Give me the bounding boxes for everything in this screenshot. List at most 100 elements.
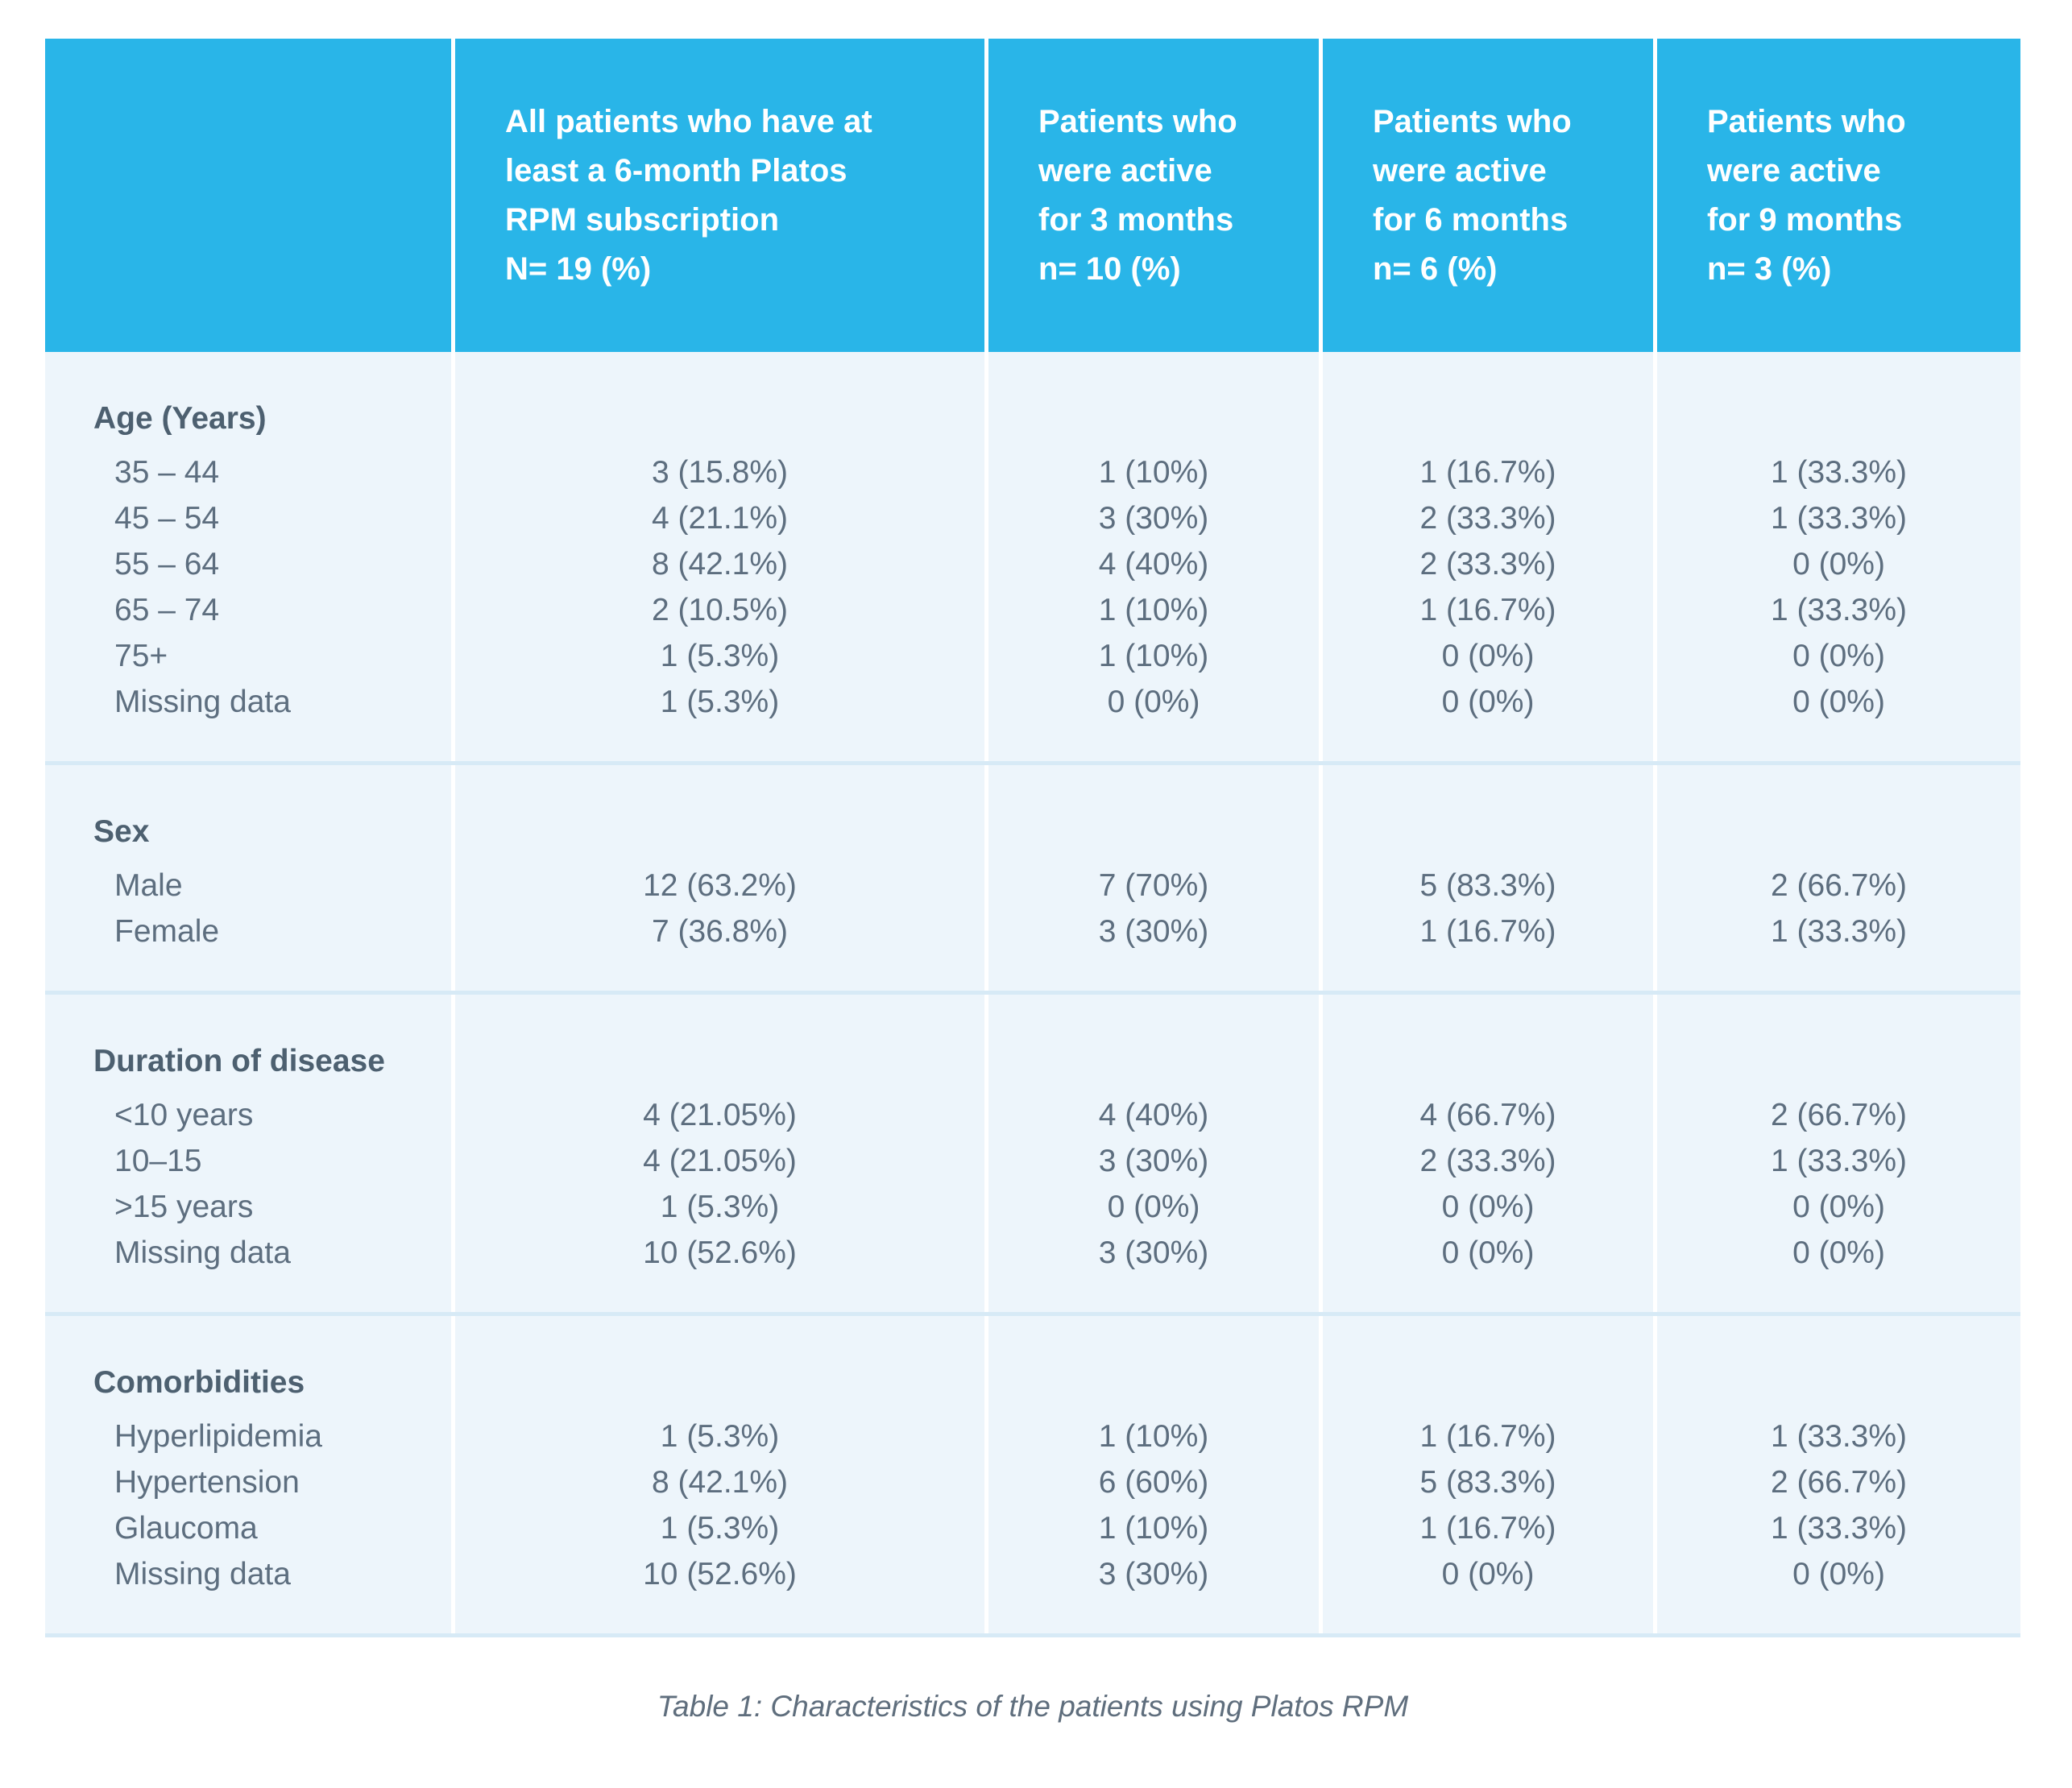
spacer xyxy=(988,809,1319,863)
section-divider xyxy=(45,761,2020,765)
cell-value: 2 (66.7%) xyxy=(1770,1098,1908,1132)
row-label: 75+ xyxy=(114,639,168,673)
cell-value: 1 (33.3%) xyxy=(1770,501,1908,536)
row-label: Female xyxy=(114,914,220,949)
cell-value: 2 (33.3%) xyxy=(1419,501,1556,536)
section-title: Age (Years) xyxy=(93,401,267,436)
cell-value: 0 (0%) xyxy=(1792,1190,1885,1224)
header-cell-active-6-months: Patients who were active for 6 months n=… xyxy=(1319,39,1653,352)
cell-value: 0 (0%) xyxy=(1441,685,1535,719)
spacer xyxy=(1323,1360,1653,1413)
row-label: Hyperlipidemia xyxy=(114,1419,322,1454)
cell-value: 2 (33.3%) xyxy=(1419,547,1556,582)
cell-value: 3 (15.8%) xyxy=(651,455,789,490)
cell-value: 4 (40%) xyxy=(1098,547,1209,582)
value-column-subscription: 1 (5.3%) 8 (42.1%) 1 (5.3%) 10 (52.6%) xyxy=(451,1316,984,1633)
row-label: Missing data xyxy=(114,1235,291,1270)
value-column-3-months: 1 (10%) 6 (60%) 1 (10%) 3 (30%) xyxy=(984,1316,1319,1633)
cell-value: 1 (33.3%) xyxy=(1770,1419,1908,1454)
spacer xyxy=(1323,395,1653,449)
cell-value: 12 (63.2%) xyxy=(643,868,797,903)
header-line: n= 6 (%) xyxy=(1373,250,1498,287)
value-column-3-months: 1 (10%) 3 (30%) 4 (40%) 1 (10%) 1 (10%) … xyxy=(984,352,1319,761)
cell-value: 2 (66.7%) xyxy=(1770,868,1908,903)
header-line: Patients who xyxy=(1707,103,1906,139)
row-label: Hypertension xyxy=(114,1465,300,1500)
header-line: least a 6-month Platos xyxy=(505,152,847,188)
table-caption: Table 1: Characteristics of the patients… xyxy=(657,1690,1409,1723)
row-label: >15 years xyxy=(114,1190,254,1224)
value-column-subscription: 4 (21.05%) 4 (21.05%) 1 (5.3%) 10 (52.6%… xyxy=(451,995,984,1312)
header-cell-active-3-months: Patients who were active for 3 months n=… xyxy=(984,39,1319,352)
cell-value: 3 (30%) xyxy=(1098,1235,1209,1270)
header-line: Patients who xyxy=(1038,103,1237,139)
cell-value: 7 (36.8%) xyxy=(651,914,789,949)
cell-value: 1 (33.3%) xyxy=(1770,1511,1908,1546)
cell-value: 5 (83.3%) xyxy=(1419,868,1556,903)
header-line: were active xyxy=(1373,152,1547,188)
header-cell-subscription: All patients who have at least a 6-month… xyxy=(451,39,984,352)
section-divider xyxy=(45,991,2020,995)
cell-value: 1 (33.3%) xyxy=(1770,455,1908,490)
cell-value: 4 (40%) xyxy=(1098,1098,1209,1132)
header-line: n= 3 (%) xyxy=(1707,250,1832,287)
cell-value: 10 (52.6%) xyxy=(643,1235,797,1270)
cell-value: 4 (66.7%) xyxy=(1419,1098,1556,1132)
cell-value: 2 (33.3%) xyxy=(1419,1144,1556,1178)
cell-value: 1 (16.7%) xyxy=(1419,1419,1556,1454)
header-line: for 3 months xyxy=(1038,201,1234,238)
header-line: RPM subscription xyxy=(505,201,780,238)
section-sex: Sex Male Female 12 (63.2%) 7 (36.8%) 7 (… xyxy=(45,765,2020,991)
spacer xyxy=(1657,1360,2020,1413)
header-line: All patients who have at xyxy=(505,103,872,139)
cell-value: 5 (83.3%) xyxy=(1419,1465,1556,1500)
cell-value: 0 (0%) xyxy=(1107,1190,1200,1224)
cell-value: 0 (0%) xyxy=(1792,639,1885,673)
cell-value: 1 (5.3%) xyxy=(660,1190,780,1224)
cell-value: 1 (5.3%) xyxy=(660,1419,780,1454)
header-line: for 6 months xyxy=(1373,201,1569,238)
section-age: Age (Years) 35 – 44 45 – 54 55 – 64 65 –… xyxy=(45,352,2020,761)
value-column-subscription: 12 (63.2%) 7 (36.8%) xyxy=(451,765,984,991)
spacer xyxy=(1323,809,1653,863)
spacer xyxy=(1657,395,2020,449)
spacer xyxy=(988,1038,1319,1092)
cell-value: 0 (0%) xyxy=(1107,685,1200,719)
cell-value: 1 (16.7%) xyxy=(1419,593,1556,627)
spacer xyxy=(1323,1038,1653,1092)
value-column-9-months: 2 (66.7%) 1 (33.3%) 0 (0%) 0 (0%) xyxy=(1653,995,2020,1312)
cell-value: 1 (16.7%) xyxy=(1419,1511,1556,1546)
cell-value: 1 (33.3%) xyxy=(1770,914,1908,949)
table-bottom-border xyxy=(45,1633,2020,1637)
cell-value: 0 (0%) xyxy=(1792,547,1885,582)
label-column: Comorbidities Hyperlipidemia Hypertensio… xyxy=(45,1316,451,1633)
section-duration: Duration of disease <10 years 10–15 >15 … xyxy=(45,995,2020,1312)
spacer xyxy=(988,395,1319,449)
header-line: n= 10 (%) xyxy=(1038,250,1181,287)
section-title: Duration of disease xyxy=(93,1044,385,1078)
cell-value: 1 (5.3%) xyxy=(660,685,780,719)
section-comorbidities: Comorbidities Hyperlipidemia Hypertensio… xyxy=(45,1316,2020,1633)
header-cell-active-9-months: Patients who were active for 9 months n=… xyxy=(1653,39,2020,352)
cell-value: 1 (16.7%) xyxy=(1419,455,1556,490)
cell-value: 1 (5.3%) xyxy=(660,1511,780,1546)
value-column-9-months: 1 (33.3%) 2 (66.7%) 1 (33.3%) 0 (0%) xyxy=(1653,1316,2020,1633)
section-title: Sex xyxy=(93,814,150,849)
spacer xyxy=(1657,1038,2020,1092)
cell-value: 1 (33.3%) xyxy=(1770,1144,1908,1178)
cell-value: 0 (0%) xyxy=(1792,1235,1885,1270)
row-label: 65 – 74 xyxy=(114,593,220,627)
table-header-row: All patients who have at least a 6-month… xyxy=(45,39,2020,352)
cell-value: 2 (10.5%) xyxy=(651,593,789,627)
cell-value: 1 (16.7%) xyxy=(1419,914,1556,949)
value-column-subscription: 3 (15.8%) 4 (21.1%) 8 (42.1%) 2 (10.5%) … xyxy=(451,352,984,761)
header-line: for 9 months xyxy=(1707,201,1903,238)
cell-value: 7 (70%) xyxy=(1098,868,1209,903)
value-column-6-months: 5 (83.3%) 1 (16.7%) xyxy=(1319,765,1653,991)
cell-value: 0 (0%) xyxy=(1792,685,1885,719)
row-label: Glaucoma xyxy=(114,1511,258,1546)
spacer xyxy=(455,1038,984,1092)
cell-value: 0 (0%) xyxy=(1792,1557,1885,1591)
label-column: Duration of disease <10 years 10–15 >15 … xyxy=(45,995,451,1312)
